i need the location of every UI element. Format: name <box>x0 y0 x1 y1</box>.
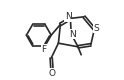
Text: N: N <box>65 12 72 21</box>
Text: N: N <box>70 30 76 38</box>
Text: O: O <box>49 69 56 78</box>
Text: F: F <box>41 45 46 54</box>
Text: S: S <box>93 24 99 33</box>
